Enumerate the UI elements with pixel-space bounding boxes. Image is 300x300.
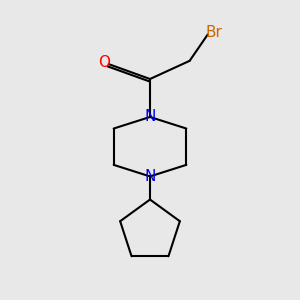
Text: N: N <box>144 110 156 124</box>
Text: O: O <box>98 55 110 70</box>
Text: N: N <box>144 169 156 184</box>
Text: Br: Br <box>205 25 222 40</box>
